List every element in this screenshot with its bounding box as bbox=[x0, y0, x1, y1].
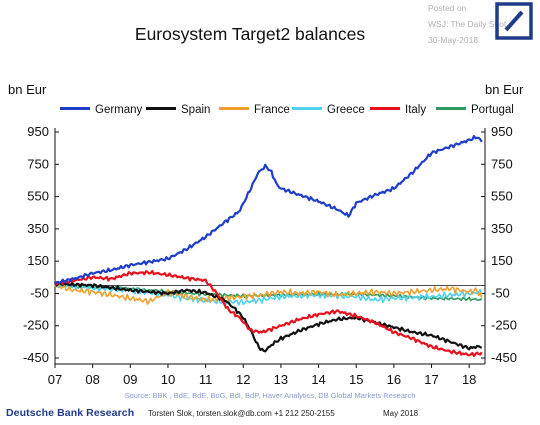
legend-item: Portugal bbox=[436, 104, 514, 116]
chart-title: Eurosystem Target2 balances bbox=[134, 24, 366, 44]
legend-label: Greece bbox=[327, 104, 365, 116]
x-tick-label: 10 bbox=[161, 372, 175, 387]
y-tick-label-right: 350 bbox=[491, 221, 513, 236]
legend-item: France bbox=[219, 104, 290, 116]
y-tick-label-right: -250 bbox=[491, 318, 517, 333]
legend-label: France bbox=[254, 104, 290, 116]
axes-layer: 950 950 750 750 550 550 350 350 150 150 -50 -50 -250… bbox=[23, 124, 517, 387]
series-line-germany bbox=[54, 134, 483, 284]
y-axis-unit-right: bn Eur bbox=[485, 82, 524, 97]
legend-swatch bbox=[292, 107, 322, 111]
x-tick-label: 18 bbox=[462, 372, 476, 387]
y-tick-label-left: -250 bbox=[23, 318, 49, 333]
legend-label: Italy bbox=[405, 104, 427, 116]
y-tick-label-right: 950 bbox=[491, 124, 513, 139]
legend-label: Spain bbox=[181, 104, 211, 116]
watermark-line: 30-May-2018 bbox=[428, 35, 479, 45]
y-tick-label-left: 550 bbox=[27, 189, 49, 204]
footer-brand: Deutsche Bank Research bbox=[6, 407, 135, 419]
legend-swatch bbox=[60, 107, 90, 111]
x-tick-label: 13 bbox=[274, 372, 288, 387]
x-tick-label: 15 bbox=[349, 372, 363, 387]
legend-swatch bbox=[146, 107, 176, 111]
chart-legend: Germany Spain France Greece Italy Portug… bbox=[0, 104, 540, 120]
series-line-france bbox=[54, 283, 483, 306]
deutsche-bank-logo-icon bbox=[495, 2, 533, 40]
footer-author: Torsten Slok, torsten.slok@db.com +1 212… bbox=[148, 409, 335, 418]
x-tick-label: 17 bbox=[424, 372, 438, 387]
legend-swatch bbox=[436, 107, 466, 111]
y-tick-label-left: -450 bbox=[23, 350, 49, 365]
x-tick-label: 07 bbox=[48, 372, 62, 387]
source-note: Source: BBK , BdE, BdE, BoG, BdI, BdP, H… bbox=[124, 391, 416, 400]
legend-item: Germany bbox=[60, 104, 142, 116]
legend-label: Portugal bbox=[471, 104, 514, 116]
x-tick-label: 12 bbox=[236, 372, 250, 387]
series-layer bbox=[54, 134, 483, 358]
legend-swatch bbox=[219, 107, 249, 111]
legend-label: Germany bbox=[95, 104, 143, 116]
y-tick-label-left: -50 bbox=[30, 285, 49, 300]
series-line-portugal bbox=[54, 283, 483, 302]
y-tick-label-right: 150 bbox=[491, 253, 513, 268]
legend-swatch bbox=[370, 107, 400, 111]
y-tick-label-right: 550 bbox=[491, 189, 513, 204]
series-line-italy bbox=[54, 269, 483, 358]
x-tick-label: 08 bbox=[85, 372, 99, 387]
x-tick-label: 09 bbox=[123, 372, 137, 387]
legend-item: Italy bbox=[370, 104, 426, 116]
legend-item: Spain bbox=[146, 104, 210, 116]
y-tick-label-right: 750 bbox=[491, 156, 513, 171]
watermark-line: WSJ: The Daily Shot bbox=[428, 19, 507, 29]
y-tick-label-right: -50 bbox=[491, 285, 510, 300]
y-tick-label-left: 750 bbox=[27, 156, 49, 171]
watermark-line: Posted on bbox=[428, 3, 467, 13]
footer-date: May 2018 bbox=[383, 409, 419, 418]
x-tick-label: 16 bbox=[387, 372, 401, 387]
y-tick-label-left: 350 bbox=[27, 221, 49, 236]
x-tick-label: 11 bbox=[199, 372, 213, 387]
x-tick-label: 14 bbox=[311, 372, 325, 387]
y-tick-label-left: 150 bbox=[27, 253, 49, 268]
legend-item: Greece bbox=[292, 104, 365, 116]
series-line-spain bbox=[54, 281, 483, 353]
y-tick-label-right: -450 bbox=[491, 350, 517, 365]
y-axis-unit-left: bn Eur bbox=[8, 82, 47, 97]
y-tick-label-left: 950 bbox=[27, 124, 49, 139]
